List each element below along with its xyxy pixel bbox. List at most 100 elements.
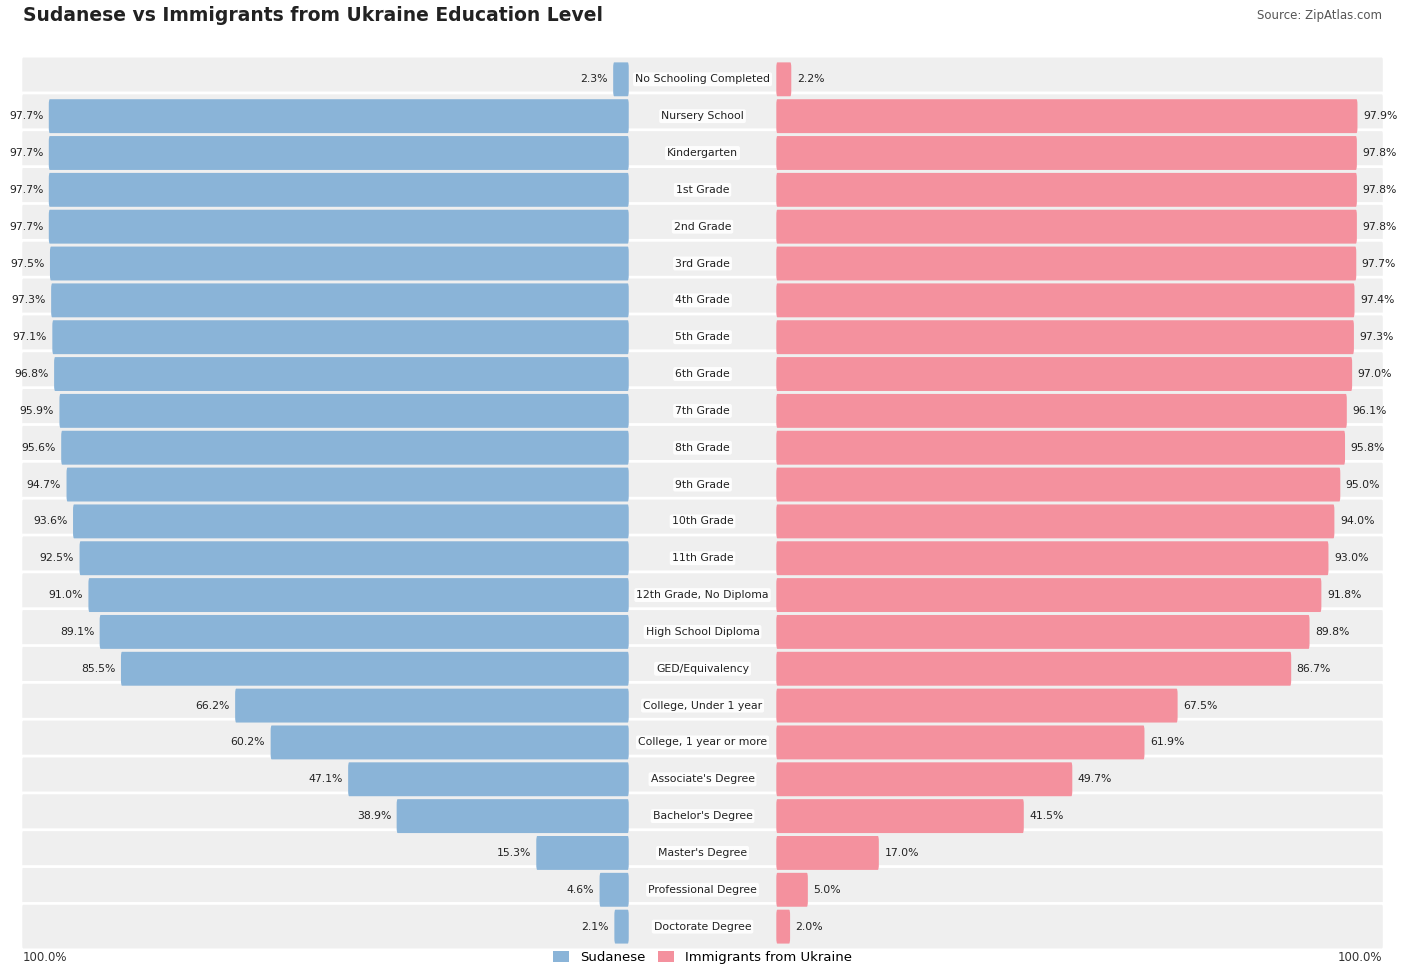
Text: 17.0%: 17.0% xyxy=(884,848,920,858)
Text: 97.5%: 97.5% xyxy=(10,258,45,268)
Text: 15.3%: 15.3% xyxy=(496,848,530,858)
FancyBboxPatch shape xyxy=(21,388,1384,434)
Text: 97.8%: 97.8% xyxy=(1362,221,1396,232)
FancyBboxPatch shape xyxy=(21,57,1384,102)
Text: 38.9%: 38.9% xyxy=(357,811,391,821)
FancyBboxPatch shape xyxy=(21,720,1384,765)
Text: 92.5%: 92.5% xyxy=(39,553,75,564)
Text: College, 1 year or more: College, 1 year or more xyxy=(638,737,768,748)
Text: 97.7%: 97.7% xyxy=(8,148,44,158)
Text: High School Diploma: High School Diploma xyxy=(645,627,759,637)
Text: 94.7%: 94.7% xyxy=(27,480,60,489)
FancyBboxPatch shape xyxy=(21,204,1384,250)
FancyBboxPatch shape xyxy=(776,320,1354,354)
Text: 61.9%: 61.9% xyxy=(1150,737,1184,748)
FancyBboxPatch shape xyxy=(776,468,1340,501)
Text: 97.7%: 97.7% xyxy=(8,221,44,232)
FancyBboxPatch shape xyxy=(21,424,1384,471)
Text: 10th Grade: 10th Grade xyxy=(672,517,734,526)
FancyBboxPatch shape xyxy=(776,800,1024,833)
FancyBboxPatch shape xyxy=(776,504,1334,538)
FancyBboxPatch shape xyxy=(776,578,1322,612)
FancyBboxPatch shape xyxy=(776,910,790,944)
Text: 97.0%: 97.0% xyxy=(1358,369,1392,379)
Text: 94.0%: 94.0% xyxy=(1340,517,1375,526)
Text: 97.4%: 97.4% xyxy=(1360,295,1395,305)
FancyBboxPatch shape xyxy=(776,688,1178,722)
FancyBboxPatch shape xyxy=(21,314,1384,361)
Text: 86.7%: 86.7% xyxy=(1296,664,1331,674)
FancyBboxPatch shape xyxy=(100,615,628,648)
Text: 6th Grade: 6th Grade xyxy=(675,369,730,379)
FancyBboxPatch shape xyxy=(776,394,1347,428)
Text: Professional Degree: Professional Degree xyxy=(648,884,756,895)
Text: 47.1%: 47.1% xyxy=(308,774,343,784)
Text: 11th Grade: 11th Grade xyxy=(672,553,734,564)
Text: 85.5%: 85.5% xyxy=(82,664,115,674)
Text: Associate's Degree: Associate's Degree xyxy=(651,774,755,784)
Text: Nursery School: Nursery School xyxy=(661,111,744,121)
Text: 49.7%: 49.7% xyxy=(1078,774,1112,784)
Text: 2.3%: 2.3% xyxy=(581,74,607,84)
FancyBboxPatch shape xyxy=(776,725,1144,760)
Text: 97.1%: 97.1% xyxy=(13,332,46,342)
FancyBboxPatch shape xyxy=(49,210,628,244)
Text: Source: ZipAtlas.com: Source: ZipAtlas.com xyxy=(1257,10,1382,22)
FancyBboxPatch shape xyxy=(52,320,628,354)
FancyBboxPatch shape xyxy=(21,130,1384,176)
Text: 97.3%: 97.3% xyxy=(11,295,45,305)
FancyBboxPatch shape xyxy=(776,247,1357,281)
Text: 3rd Grade: 3rd Grade xyxy=(675,258,730,268)
Text: Kindergarten: Kindergarten xyxy=(666,148,738,158)
FancyBboxPatch shape xyxy=(270,725,628,760)
Text: 95.9%: 95.9% xyxy=(20,406,53,416)
FancyBboxPatch shape xyxy=(21,867,1384,913)
Text: 41.5%: 41.5% xyxy=(1029,811,1064,821)
FancyBboxPatch shape xyxy=(21,167,1384,214)
FancyBboxPatch shape xyxy=(349,762,628,797)
FancyBboxPatch shape xyxy=(21,830,1384,877)
Text: 91.0%: 91.0% xyxy=(48,590,83,600)
Text: 9th Grade: 9th Grade xyxy=(675,480,730,489)
FancyBboxPatch shape xyxy=(776,652,1291,685)
FancyBboxPatch shape xyxy=(66,468,628,501)
FancyBboxPatch shape xyxy=(89,578,628,612)
FancyBboxPatch shape xyxy=(21,572,1384,618)
Text: 100.0%: 100.0% xyxy=(1337,952,1382,964)
Text: 89.8%: 89.8% xyxy=(1315,627,1350,637)
Legend: Sudanese, Immigrants from Ukraine: Sudanese, Immigrants from Ukraine xyxy=(548,946,858,969)
Text: 89.1%: 89.1% xyxy=(60,627,94,637)
Text: 60.2%: 60.2% xyxy=(231,737,266,748)
Text: 2.2%: 2.2% xyxy=(797,74,824,84)
FancyBboxPatch shape xyxy=(21,240,1384,287)
FancyBboxPatch shape xyxy=(51,284,628,317)
Text: Master's Degree: Master's Degree xyxy=(658,848,747,858)
FancyBboxPatch shape xyxy=(21,93,1384,139)
FancyBboxPatch shape xyxy=(776,62,792,97)
Text: 5th Grade: 5th Grade xyxy=(675,332,730,342)
FancyBboxPatch shape xyxy=(614,910,628,944)
Text: 97.7%: 97.7% xyxy=(1362,258,1396,268)
Text: 1st Grade: 1st Grade xyxy=(676,185,730,195)
FancyBboxPatch shape xyxy=(21,461,1384,508)
Text: 7th Grade: 7th Grade xyxy=(675,406,730,416)
FancyBboxPatch shape xyxy=(21,351,1384,397)
FancyBboxPatch shape xyxy=(49,136,628,170)
Text: 97.8%: 97.8% xyxy=(1362,148,1396,158)
Text: Sudanese vs Immigrants from Ukraine Education Level: Sudanese vs Immigrants from Ukraine Educ… xyxy=(22,7,603,25)
FancyBboxPatch shape xyxy=(776,173,1357,207)
Text: 95.6%: 95.6% xyxy=(21,443,56,452)
Text: No Schooling Completed: No Schooling Completed xyxy=(636,74,770,84)
FancyBboxPatch shape xyxy=(776,431,1346,465)
Text: 8th Grade: 8th Grade xyxy=(675,443,730,452)
Text: 93.0%: 93.0% xyxy=(1334,553,1368,564)
FancyBboxPatch shape xyxy=(21,608,1384,655)
FancyBboxPatch shape xyxy=(49,173,628,207)
Text: 66.2%: 66.2% xyxy=(195,701,229,711)
Text: College, Under 1 year: College, Under 1 year xyxy=(643,701,762,711)
Text: GED/Equivalency: GED/Equivalency xyxy=(657,664,749,674)
FancyBboxPatch shape xyxy=(776,99,1357,134)
FancyBboxPatch shape xyxy=(776,357,1353,391)
Text: 97.3%: 97.3% xyxy=(1360,332,1393,342)
FancyBboxPatch shape xyxy=(121,652,628,685)
